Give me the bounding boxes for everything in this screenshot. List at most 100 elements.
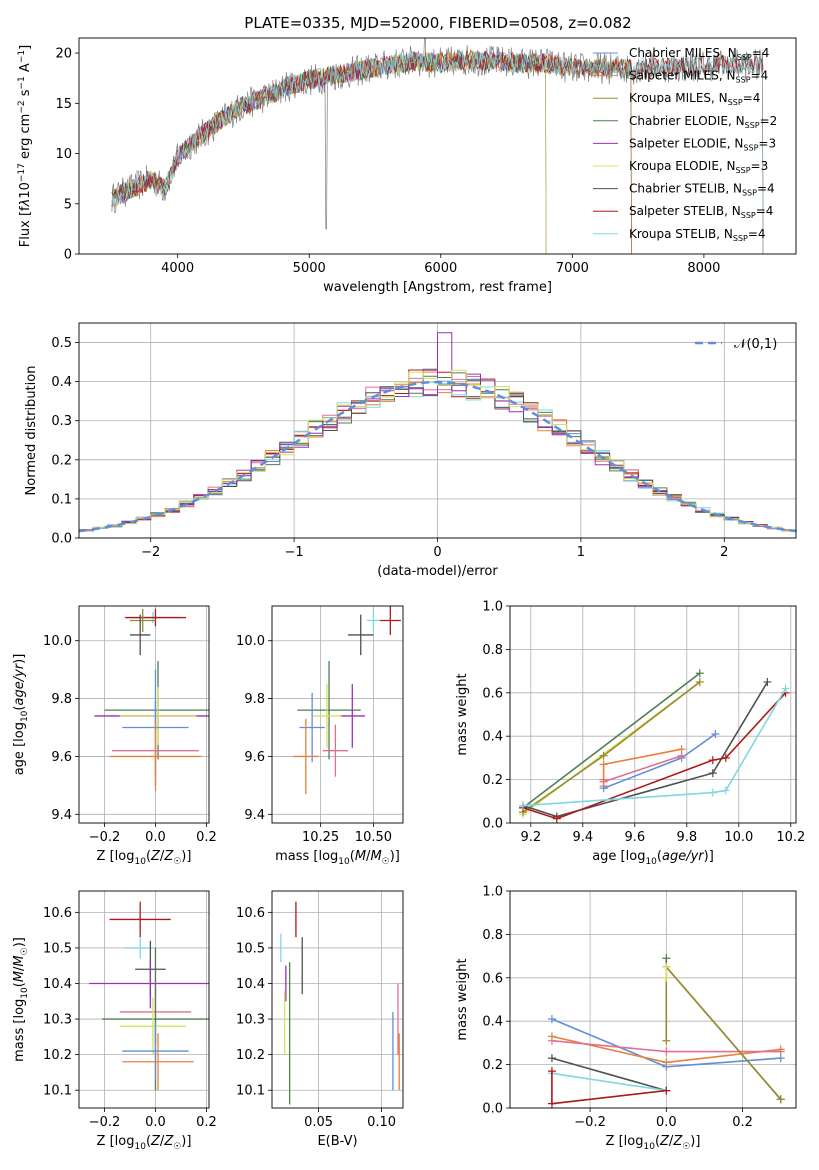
y-tick-label: 0.5 xyxy=(51,336,72,351)
data-point xyxy=(348,614,374,656)
z_vs_weight-plot-area xyxy=(510,891,796,1108)
x-axis-label-part: Z [log xyxy=(97,849,135,864)
x-tick-label: 4000 xyxy=(161,261,194,276)
y-axis-label-part: −2 xyxy=(17,100,27,113)
data-point xyxy=(367,608,380,633)
mass_vs_age-frame xyxy=(271,605,404,824)
x-axis-label-part: 10 xyxy=(338,857,350,867)
data-point xyxy=(297,660,361,760)
x-axis-label: age [log10(age/yr)] xyxy=(592,849,714,867)
y-axis-label-part: ] xyxy=(18,45,33,50)
x-axis-label: E(B-V) xyxy=(317,1134,357,1149)
x-tick-label: 9.6 xyxy=(624,830,645,845)
x-axis-label: mass [log10(M/M☉)] xyxy=(275,849,400,867)
data-point xyxy=(122,1033,194,1091)
legend-sub: SSP xyxy=(737,53,752,62)
x-tick-label: 0.0 xyxy=(656,1115,677,1130)
y-axis-label-part: age [log xyxy=(12,722,27,775)
weight-marker xyxy=(552,814,561,823)
y-axis-label-part: s xyxy=(18,89,33,100)
y-tick-label: 10.3 xyxy=(236,1013,265,1028)
legend-val: =3 xyxy=(751,159,769,173)
x-axis-label-part: 10 xyxy=(134,1142,146,1152)
legend-name: Chabrier MILES, N xyxy=(629,46,737,60)
z-weight-panel: −0.2 0.0 0.20.00.20.40.60.81.0Z [log10(Z/Z… xyxy=(455,885,797,1152)
x-tick-label: 0.2 xyxy=(196,830,217,845)
x-axis-label-part: 10 xyxy=(643,1142,655,1152)
y-axis-label-part: M xyxy=(12,971,27,982)
x-tick-label: 0.0 xyxy=(145,1115,166,1130)
x-axis-label-part: ( xyxy=(655,1134,660,1149)
x-tick-label: 2 xyxy=(720,545,728,560)
y-tick-label: 10.5 xyxy=(236,941,265,956)
x-axis-label: Z [log10(Z/Z☉)] xyxy=(606,1134,701,1152)
y-axis-label-part: )] xyxy=(12,654,27,664)
legend-name: Salpeter ELODIE, N xyxy=(629,136,743,150)
y-tick-label: 20 xyxy=(55,47,72,62)
weight-marker xyxy=(776,1095,785,1104)
y-axis-label: mass weight xyxy=(455,673,470,755)
figure-title: PLATE=0335, MJD=52000, FIBERID=0508, z=0… xyxy=(244,14,631,32)
y-tick-label: 10.6 xyxy=(43,906,72,921)
x-axis-label-part: ( xyxy=(350,849,355,864)
x-axis-label-part: )] xyxy=(390,849,400,864)
legend-name: Salpeter MILES, N xyxy=(629,69,736,83)
y-tick-label: 9.4 xyxy=(51,808,72,823)
y-axis-label-part: −1 xyxy=(17,50,27,63)
data-point xyxy=(109,901,171,938)
y-tick-label: 0.3 xyxy=(51,414,72,429)
x-axis-label-part: ☉ xyxy=(173,1142,181,1152)
x-tick-label: 1 xyxy=(577,545,585,560)
y-axis-label: mass weight xyxy=(455,958,470,1040)
x-tick-label: −0.2 xyxy=(574,1115,606,1130)
x-axis-label-part: Z xyxy=(150,849,161,864)
weight-marker xyxy=(519,801,527,810)
legend-name: Kroupa MILES, N xyxy=(629,91,728,105)
legend-sub: SSP xyxy=(733,234,748,243)
weight-marker xyxy=(547,1015,556,1024)
legend-val: =2 xyxy=(760,114,778,128)
weight-marker xyxy=(695,677,704,686)
data-point xyxy=(379,606,401,635)
z_vs_weight-frame xyxy=(509,890,797,1109)
legend-sub: SSP xyxy=(742,189,757,198)
weight-marker xyxy=(662,954,671,963)
x-tick-label: 10.50 xyxy=(355,830,392,845)
y-tick-label: 10.1 xyxy=(236,1084,265,1099)
weight-marker xyxy=(599,777,608,786)
weight-marker xyxy=(599,751,608,760)
y-axis-label-part: mass [log xyxy=(12,999,27,1062)
x-tick-label: −0.2 xyxy=(89,1115,121,1130)
y-axis-label-part: erg cm xyxy=(18,114,33,163)
y-axis-label-part: ☉ xyxy=(20,947,30,955)
x-tick-label: −2 xyxy=(141,545,160,560)
x-axis-label-part: age/yr xyxy=(662,849,705,864)
legend-entry: 𝒩(0,1) xyxy=(734,337,777,352)
x-axis-label-part: )] xyxy=(704,849,714,864)
x-tick-label: 7000 xyxy=(556,261,589,276)
x-axis-label: wavelength [Angstrom, rest frame] xyxy=(323,280,552,295)
z_vs_age-plot-area xyxy=(79,606,209,823)
x-axis-label-part: / xyxy=(160,849,165,864)
y-tick-label: 10.6 xyxy=(236,906,265,921)
y-tick-label: 10.0 xyxy=(236,634,265,649)
weight-marker xyxy=(662,973,671,982)
x-axis-label-part: E(B-V) xyxy=(317,1134,357,1149)
legend-entry: Salpeter STELIB, NSSP=4 xyxy=(629,204,773,220)
z_vs_mass-frame xyxy=(78,890,210,1109)
weight-line-0 xyxy=(522,672,701,809)
model-spectrum-line-8 xyxy=(111,50,764,254)
x-tick-label: 8000 xyxy=(687,261,720,276)
y-tick-label: 0.8 xyxy=(482,643,503,658)
ebv_vs_mass-frame xyxy=(271,890,404,1109)
spectrum-plot-area xyxy=(111,38,764,254)
weight-line-6 xyxy=(665,958,782,1100)
legend-entry: Chabrier ELODIE, NSSP=2 xyxy=(629,114,777,130)
weight-marker xyxy=(711,730,720,739)
x-axis-label-part: ☉ xyxy=(173,857,181,867)
z-age-panel: −0.2 0.0 0.29.49.69.810.0Z [log10(Z/Z☉)]ag… xyxy=(12,605,217,867)
y-tick-label: 0.1 xyxy=(51,492,72,507)
x-axis-label-part: Z xyxy=(150,1134,161,1149)
legend-val: =4 xyxy=(757,182,775,196)
